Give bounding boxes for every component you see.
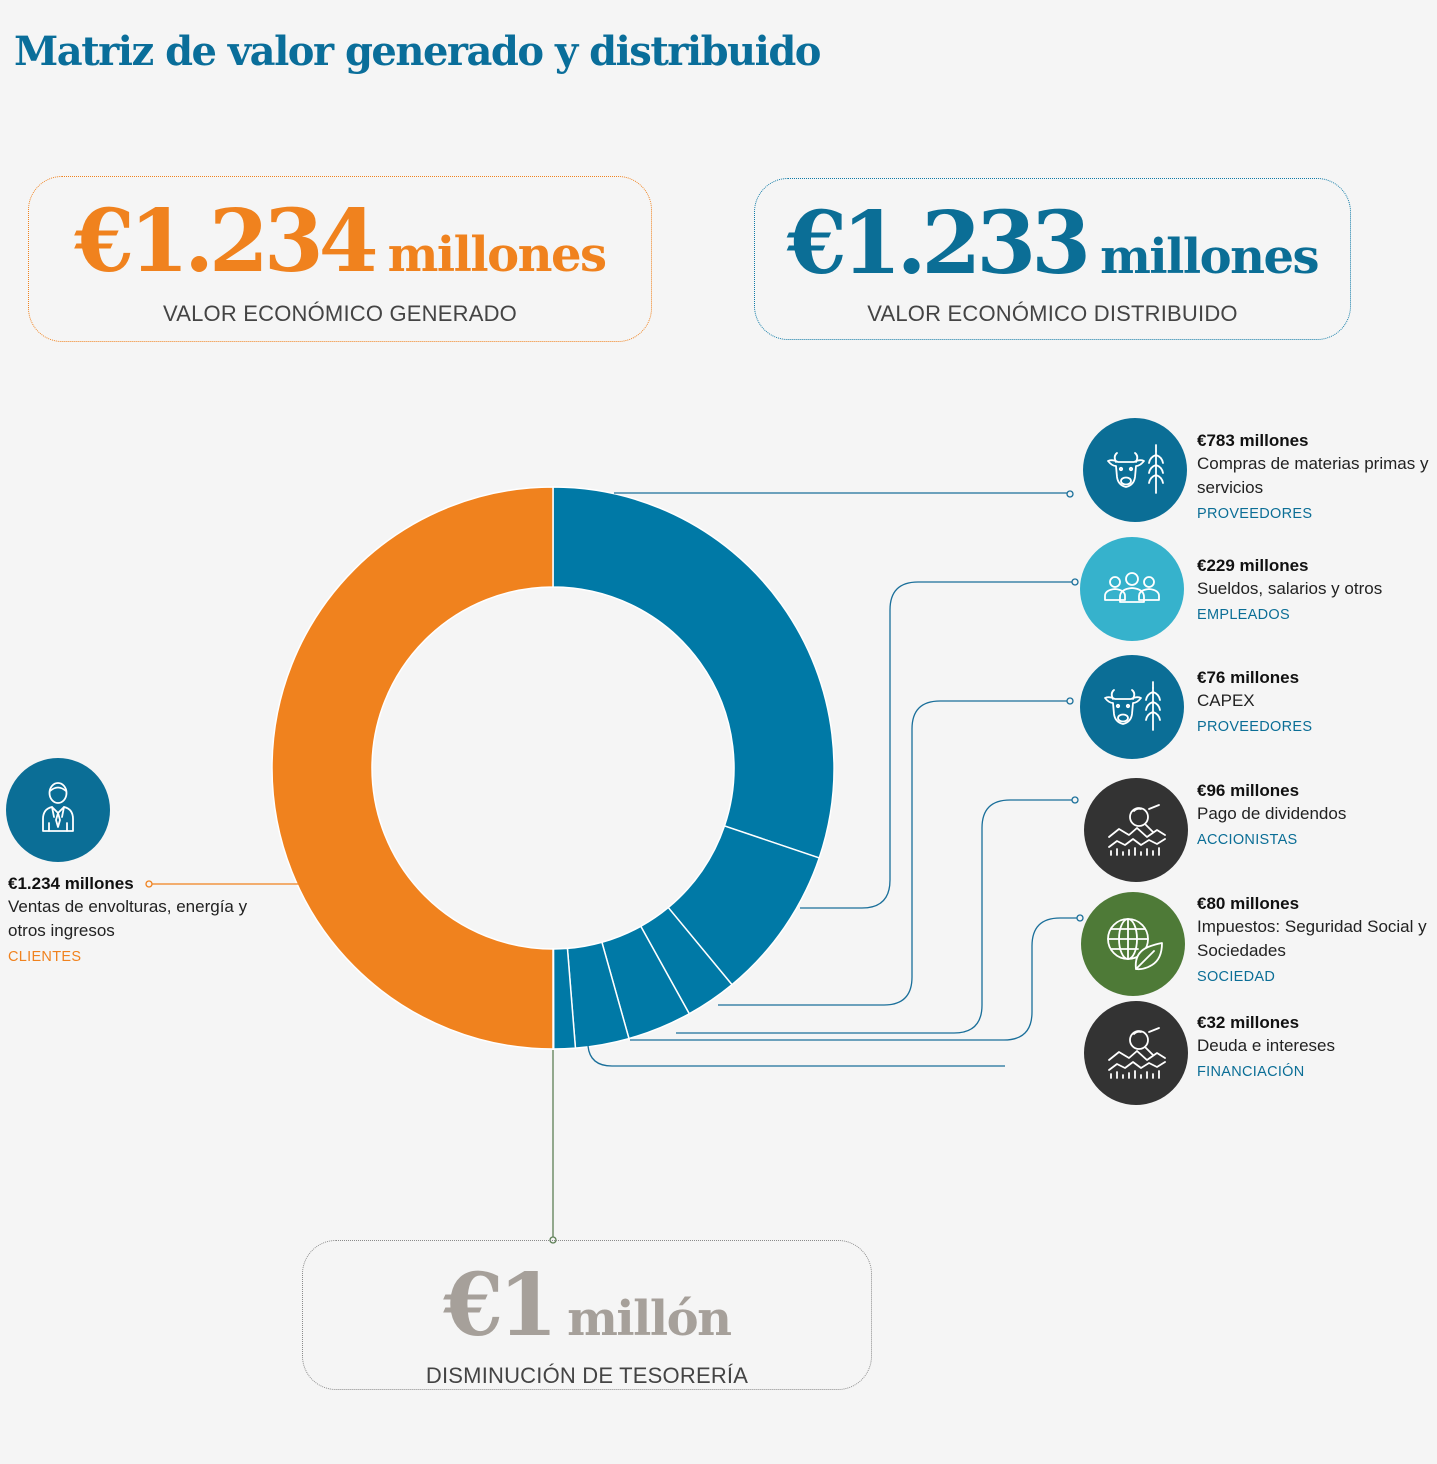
clients-label: €1.234 millones Ventas de envolturas, en… — [8, 873, 278, 965]
item-amount: €229 millones — [1197, 556, 1309, 575]
item-category: ACCIONISTAS — [1197, 832, 1298, 848]
cash-caption: DISMINUCIÓN DE TESORERÍA — [425, 1363, 749, 1388]
businessman-icon — [6, 758, 110, 862]
item-description: Pago de dividendos — [1197, 804, 1347, 823]
cash-value-line: €1 millón — [303, 1263, 871, 1349]
connector-item-4 — [630, 917, 1080, 1041]
item-5-label: €32 millones Deuda e intereses FINANCIAC… — [1197, 1012, 1432, 1080]
item-description: CAPEX — [1197, 691, 1255, 710]
connector-dot-item-2 — [1066, 697, 1074, 705]
distributed-value-card: €1.233 millones VALOR ECONÓMICO DISTRIBUI… — [754, 178, 1351, 340]
cow-wheat-icon — [1080, 655, 1184, 759]
item-category: EMPLEADOS — [1197, 607, 1290, 623]
cash-unit: millón — [567, 1291, 732, 1347]
clients-amount: €1.234 millones — [8, 874, 134, 893]
distributed-value-line: €1.233 millones — [755, 201, 1350, 287]
generated-value-line: €1.234 millones — [29, 199, 651, 285]
item-category: PROVEEDORES — [1197, 719, 1313, 735]
clients-category: CLIENTES — [8, 949, 82, 965]
cash-decrease-card: €1 millón DISMINUCIÓN DE TESORERÍA — [302, 1240, 872, 1390]
cash-value: €1 — [443, 1255, 558, 1356]
generated-unit: millones — [387, 227, 607, 283]
slice-proveedores-materias-primas-y-servicios — [552, 486, 835, 859]
item-amount: €96 millones — [1197, 781, 1300, 800]
people-group-icon — [1080, 537, 1184, 641]
globe-leaf-icon — [1081, 892, 1185, 996]
distributed-value: €1.233 — [786, 193, 1091, 294]
item-description: Impuestos: Seguridad Social y Sociedades — [1197, 917, 1427, 960]
connector-dot-clients — [145, 880, 153, 888]
connector-dot-item-0 — [1066, 490, 1074, 498]
connector-dot-item-4 — [1076, 914, 1084, 922]
item-category: PROVEEDORES — [1197, 506, 1313, 522]
item-amount: €76 millones — [1197, 668, 1300, 687]
item-description: Deuda e intereses — [1197, 1036, 1335, 1055]
analytics-chart-icon — [1084, 778, 1188, 882]
donut-slices — [271, 486, 835, 1050]
connector-item-2 — [718, 700, 1070, 1006]
item-1-label: €229 millones Sueldos, salarios y otros … — [1197, 555, 1432, 623]
generated-value-card: €1.234 millones VALOR ECONÓMICO GENERADO — [28, 176, 652, 342]
slice-clientes — [271, 486, 554, 1050]
item-description: Sueldos, salarios y otros — [1197, 579, 1383, 598]
item-3-label: €96 millones Pago de dividendos ACCIONIS… — [1197, 780, 1432, 848]
distributed-caption: VALOR ECONÓMICO DISTRIBUIDO — [867, 301, 1238, 326]
connector-dot-item-3 — [1071, 796, 1079, 804]
item-amount: €783 millones — [1197, 431, 1309, 450]
clients-description: Ventas de envolturas, energía y otros in… — [8, 897, 248, 940]
item-4-label: €80 millones Impuestos: Seguridad Social… — [1197, 893, 1432, 985]
item-0-label: €783 millones Compras de materias primas… — [1197, 430, 1432, 522]
item-description: Compras de materias primas y servicios — [1197, 454, 1429, 497]
connector-item-3 — [676, 799, 1075, 1034]
item-category: SOCIEDAD — [1197, 969, 1276, 985]
cow-wheat-icon — [1083, 418, 1187, 522]
page-title: Matriz de valor generado y distribuido — [14, 28, 821, 75]
analytics-chart-icon — [1084, 1001, 1188, 1105]
connector-item-6 — [587, 1045, 1005, 1067]
generated-caption: VALOR ECONÓMICO GENERADO — [163, 301, 517, 326]
distributed-unit: millones — [1100, 229, 1319, 285]
item-2-label: €76 millones CAPEX PROVEEDORES — [1197, 667, 1432, 735]
connector-item-1 — [800, 581, 1075, 909]
connector-lines — [145, 490, 1084, 1244]
item-amount: €80 millones — [1197, 894, 1300, 913]
item-amount: €32 millones — [1197, 1013, 1300, 1032]
item-category: FINANCIACIÓN — [1197, 1064, 1305, 1080]
connector-dot-item-1 — [1071, 578, 1079, 586]
generated-value: €1.234 — [74, 191, 378, 292]
